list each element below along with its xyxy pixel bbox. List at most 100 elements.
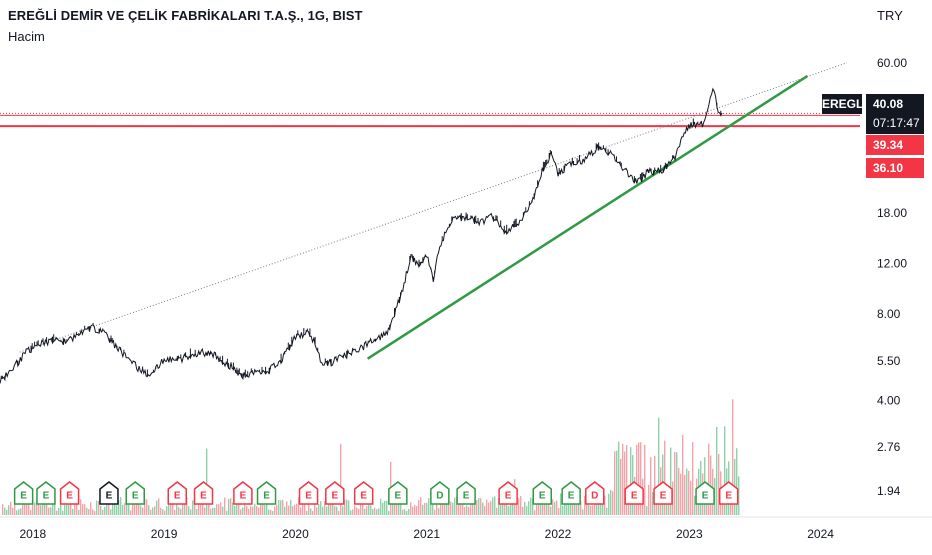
volume-bar [616,450,618,515]
earnings-marker[interactable]: E [718,481,739,505]
volume-bar [474,501,476,515]
volume-bar [156,500,158,515]
volume-bar [470,501,472,515]
volume-bar [638,442,640,515]
earnings-marker[interactable]: E [36,481,56,505]
volume-bar [392,499,394,515]
earnings-marker[interactable]: E [532,481,553,505]
volume-bar [180,508,182,515]
volume-bar [126,500,128,515]
last-price-tag: 40.08 07:17:47 [866,94,924,134]
volume-bar [412,506,414,515]
volume-bar [356,507,358,515]
volume-bar [520,496,522,515]
earnings-marker[interactable]: E [167,481,188,505]
volume-bar [4,507,6,515]
volume-bar [444,502,446,515]
volume-bar [346,499,348,515]
earnings-marker[interactable]: E [13,481,34,505]
volume-bar [168,504,170,515]
volume-bar [304,499,306,515]
volume-bar [446,499,448,515]
earnings-marker[interactable]: E [695,481,715,505]
volume-bar [94,510,96,515]
volume-bar [90,502,92,515]
volume-bar [238,501,240,515]
volume-bar [382,502,384,515]
earnings-marker-shape [13,481,34,505]
volume-bar [664,440,666,515]
earnings-marker[interactable]: E [653,481,673,505]
volume-bar [26,503,28,515]
volume-bar [646,506,648,515]
volume-bar [404,509,406,515]
volume-bar [258,507,260,515]
volume-bar [374,507,376,515]
volume-bar [612,491,614,515]
volume-bar [174,509,176,515]
earnings-marker-shape [498,481,518,505]
volume-bar [132,497,134,515]
volume-bar [70,498,72,515]
earnings-marker[interactable]: E [59,481,80,505]
earnings-marker[interactable]: E [561,481,581,505]
volume-bar [604,495,606,515]
volume-bar [128,504,130,515]
price-series-line [0,87,723,384]
earnings-marker[interactable]: E [233,481,253,505]
volume-bar [38,504,40,515]
volume-bar [570,501,572,515]
volume-bar [368,502,370,515]
volume-bar [362,501,364,515]
volume-bar [340,443,342,515]
volume-indicator-label[interactable]: Hacim [8,29,45,44]
volume-bar [166,506,168,515]
volume-bar [210,508,212,515]
volume-bar [564,504,566,515]
volume-bar [256,505,258,515]
earnings-marker[interactable]: E [99,481,119,505]
earnings-marker[interactable]: E [125,481,145,505]
volume-bar [250,506,252,515]
volume-bar [358,508,360,515]
volume-bar [496,507,498,515]
volume-bar [12,507,14,515]
price-axis-tick-label: 8.00 [877,307,901,321]
volume-bar [56,510,58,515]
volume-bar [650,457,652,515]
earnings-marker[interactable]: E [256,481,277,505]
earnings-marker[interactable]: E [624,481,644,505]
volume-bar [130,510,132,515]
volume-bar [666,497,668,515]
earnings-marker[interactable]: E [353,481,374,505]
volume-bar [424,502,426,515]
earnings-marker[interactable]: E [456,481,476,505]
volume-bar [208,503,210,515]
earnings-marker-label: E [505,491,512,502]
earnings-marker-label: D [591,491,598,502]
volume-bar [10,501,12,515]
earnings-marker-label: E [394,491,401,502]
earnings-marker[interactable]: E [298,481,319,505]
volume-bar [398,499,400,515]
volume-bar [112,504,114,515]
earnings-marker[interactable]: E [498,481,518,505]
earnings-marker[interactable]: D [430,481,450,505]
earnings-marker-shape [298,481,319,505]
volume-bar [40,505,42,515]
volume-bar [546,499,548,515]
earnings-marker[interactable]: E [193,481,214,505]
earnings-marker-shape [624,481,644,505]
volume-bar [614,451,616,515]
volume-bar [50,507,52,515]
earnings-marker-shape [430,481,450,505]
volume-bar [554,501,556,515]
volume-bar [690,480,692,515]
volume-bar [266,501,268,515]
earnings-marker[interactable]: D [585,481,605,505]
earnings-marker[interactable]: E [388,481,408,505]
volume-bar [568,500,570,515]
earnings-marker[interactable]: E [325,481,345,505]
